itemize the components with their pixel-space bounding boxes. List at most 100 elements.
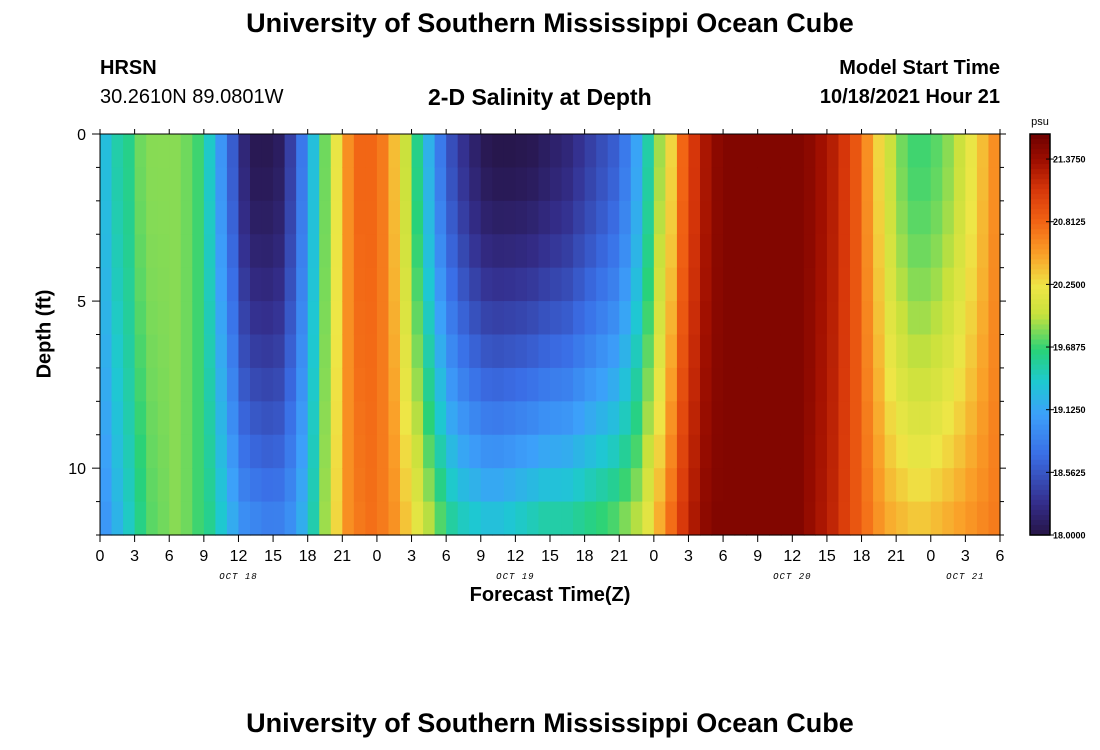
- heatmap-cell: [734, 301, 747, 336]
- heatmap-cell: [676, 367, 690, 402]
- heatmap-cell: [469, 134, 482, 169]
- heatmap-cell: [411, 301, 424, 336]
- heatmap-cell: [457, 267, 470, 302]
- heatmap-cell: [169, 401, 182, 436]
- heatmap-cell: [169, 134, 182, 169]
- heatmap-cell: [676, 234, 690, 269]
- colorbar-segment: [1030, 359, 1050, 366]
- heatmap-cell: [376, 367, 390, 402]
- heatmap-cell: [411, 167, 424, 202]
- heatmap-cell: [550, 434, 563, 469]
- heatmap-cell: [365, 434, 378, 469]
- heatmap-cell: [111, 200, 124, 235]
- heatmap-cell: [411, 134, 424, 169]
- heatmap-cell: [203, 134, 216, 169]
- heatmap-cell: [711, 167, 724, 202]
- heatmap-cell: [261, 200, 274, 235]
- heatmap-cell: [630, 267, 643, 302]
- heatmap-cell: [226, 434, 240, 469]
- heatmap-cell: [873, 200, 886, 235]
- heatmap-cell: [838, 434, 851, 469]
- heatmap-cell: [711, 501, 724, 536]
- heatmap-cell: [584, 367, 597, 402]
- heatmap-cell: [780, 167, 793, 202]
- heatmap-cell: [838, 301, 851, 336]
- heatmap-cell: [238, 267, 251, 302]
- heatmap-cell: [757, 301, 770, 336]
- heatmap-cell: [388, 234, 401, 269]
- heatmap-cell: [146, 134, 159, 169]
- heatmap-cell: [123, 501, 136, 536]
- heatmap-cell: [434, 334, 447, 369]
- heatmap-cell: [423, 501, 436, 536]
- heatmap-cell: [676, 134, 690, 169]
- heatmap-cell: [746, 501, 759, 536]
- heatmap-cell: [942, 334, 955, 369]
- heatmap-cell: [100, 134, 113, 169]
- colorbar-segment: [1030, 204, 1050, 210]
- heatmap-cell: [642, 401, 655, 436]
- colorbar-segment: [1030, 439, 1050, 446]
- heatmap-cell: [803, 367, 816, 402]
- heatmap-cell: [953, 134, 966, 169]
- heatmap-cell: [965, 334, 978, 369]
- heatmap-cell: [319, 434, 332, 469]
- heatmap-cell: [480, 401, 493, 436]
- heatmap-cell: [353, 267, 366, 302]
- heatmap-cell: [330, 167, 343, 202]
- heatmap-cell: [238, 434, 251, 469]
- heatmap-cell: [838, 167, 851, 202]
- heatmap-cell: [307, 234, 320, 269]
- heatmap-cell: [480, 367, 493, 402]
- colorbar-segment: [1030, 324, 1050, 331]
- heatmap-cell: [550, 501, 563, 536]
- heatmap-cell: [457, 200, 470, 235]
- heatmap-cell: [342, 134, 355, 169]
- colorbar-segment: [1030, 139, 1050, 145]
- heatmap-cell: [319, 367, 332, 402]
- date-label: OCT 18: [219, 572, 257, 582]
- colorbar-segment: [1030, 469, 1050, 476]
- heatmap-cell: [284, 167, 297, 202]
- heatmap-cell: [665, 468, 678, 503]
- heatmap-cell: [434, 401, 447, 436]
- heatmap-cell: [642, 134, 655, 169]
- heatmap-cell: [561, 301, 574, 336]
- heatmap-cell: [446, 367, 459, 402]
- heatmap-cell: [734, 200, 747, 235]
- heatmap-cell: [250, 501, 263, 536]
- heatmap-cell: [273, 234, 286, 269]
- heatmap-cell: [238, 167, 251, 202]
- heatmap-cell: [446, 434, 459, 469]
- heatmap-cell: [480, 434, 493, 469]
- x-tick-label: 3: [130, 548, 139, 565]
- heatmap-cell: [365, 267, 378, 302]
- heatmap-cell: [930, 468, 943, 503]
- heatmap-cell: [492, 134, 505, 169]
- heatmap-cell: [653, 301, 666, 336]
- heatmap-cell: [192, 367, 205, 402]
- heatmap-cell: [469, 367, 482, 402]
- heatmap-cell: [284, 401, 297, 436]
- heatmap-cell: [296, 434, 309, 469]
- heatmap-cell: [423, 134, 436, 169]
- heatmap-cell: [965, 468, 978, 503]
- heatmap-cell: [365, 301, 378, 336]
- heatmap-cell: [480, 200, 493, 235]
- heatmap-cell: [630, 501, 643, 536]
- heatmap-cell: [250, 267, 263, 302]
- heatmap-cell: [976, 367, 990, 402]
- heatmap-cell: [376, 234, 390, 269]
- heatmap-cell: [642, 200, 655, 235]
- heatmap-cell: [815, 501, 828, 536]
- heatmap-cell: [434, 267, 447, 302]
- heatmap-cell: [792, 468, 805, 503]
- x-tick-label: 3: [407, 548, 416, 565]
- heatmap-cell: [411, 334, 424, 369]
- heatmap-cell: [146, 301, 159, 336]
- heatmap-cell: [896, 200, 909, 235]
- colorbar-segment: [1030, 174, 1050, 180]
- heatmap-cell: [457, 367, 470, 402]
- colorbar-segment: [1030, 224, 1050, 230]
- heatmap-cell: [884, 367, 897, 402]
